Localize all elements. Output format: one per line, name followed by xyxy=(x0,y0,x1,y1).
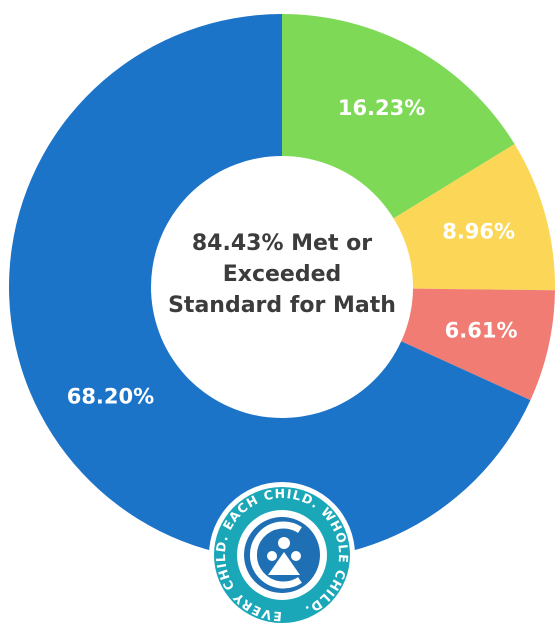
center-text-line: Exceeded xyxy=(223,262,342,287)
logo-c xyxy=(249,521,302,589)
logo: EVERY CHILD. EACH CHILD. WHOLE CHILD. xyxy=(209,482,355,625)
logo-figure xyxy=(278,537,290,549)
center-text-line: 84.43% Met or xyxy=(192,231,372,256)
slice xyxy=(393,144,555,291)
slices: 16.23% 8.96% 6.61% 68.20% xyxy=(9,14,555,560)
slice xyxy=(401,288,555,401)
slice xyxy=(9,14,531,560)
data-label: 8.96% xyxy=(442,220,515,244)
center-text-line: Standard for Math xyxy=(168,293,396,318)
center-text: 84.43% Met or Exceeded Standard for Math xyxy=(168,231,396,318)
logo-figure xyxy=(268,552,300,575)
data-label: 6.61% xyxy=(445,318,518,342)
slice xyxy=(282,14,515,219)
logo-figure xyxy=(267,551,277,561)
data-label: 68.20% xyxy=(67,384,154,408)
logo-figure xyxy=(291,551,301,561)
data-label: 16.23% xyxy=(338,96,425,120)
